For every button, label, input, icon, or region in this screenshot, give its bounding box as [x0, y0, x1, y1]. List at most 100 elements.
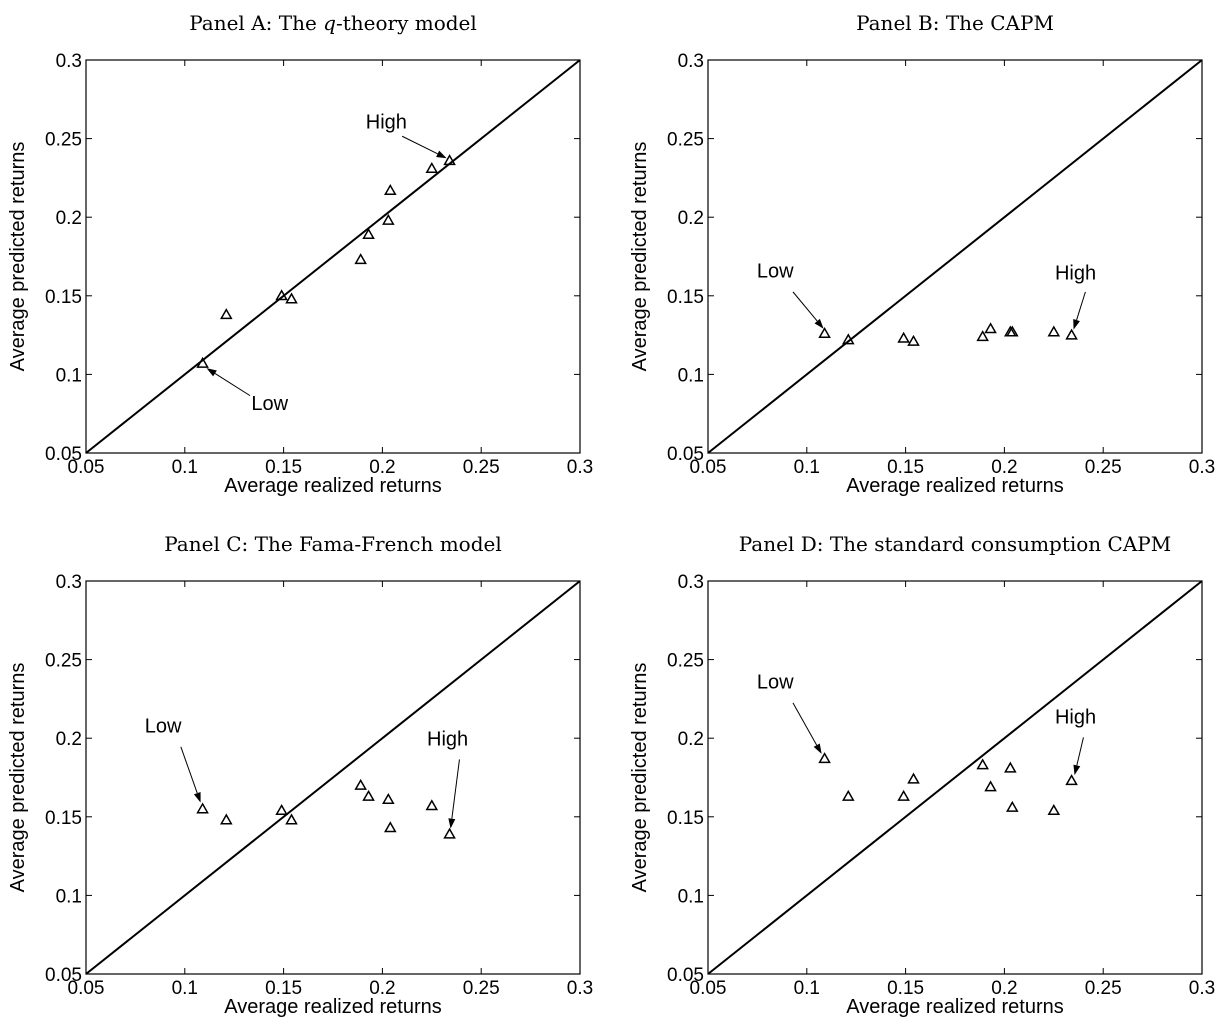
panel-title-prefix: Panel A: The: [189, 11, 323, 35]
panel-title: Panel C: The Fama-French model: [164, 532, 502, 556]
y-tick-label: 0.2: [56, 729, 82, 750]
annotation-arrowhead: [436, 150, 447, 159]
panel-title: Panel B: The CAPM: [856, 11, 1054, 35]
annotation-arrow: [451, 759, 460, 819]
data-point: [897, 331, 910, 343]
y-tick-label: 0.15: [45, 287, 82, 308]
x-tick-label: 0.1: [794, 978, 820, 999]
x-tick-label: 0.05: [68, 978, 105, 999]
y-tick-label: 0.2: [678, 208, 704, 229]
annotation-low-label: Low: [145, 716, 182, 738]
data-point: [907, 334, 920, 346]
panel-title: Panel D: The standard consumption CAPM: [739, 532, 1171, 556]
plot-frame: [707, 580, 1203, 975]
data-point: [220, 813, 233, 825]
annotation-arrow: [792, 291, 818, 322]
panel-c: Panel C: The Fama-French model 0.05 0.1 0.1…: [7, 532, 593, 1018]
data-point: [354, 778, 367, 790]
x-tick-label: 0.15: [887, 978, 924, 999]
panel-title-suffix: -theory model: [336, 11, 477, 35]
x-tick-label: 0.25: [1085, 978, 1122, 999]
annotation-arrowhead: [448, 818, 456, 829]
data-point: [984, 780, 997, 792]
y-tick-label: 0.3: [678, 51, 704, 72]
data-point: [1065, 328, 1078, 340]
data-point: [984, 322, 997, 334]
reference-line-45: [707, 59, 1203, 454]
x-tick-label: 0.1: [172, 457, 198, 478]
x-tick-label: 0.3: [567, 457, 593, 478]
data-point: [425, 799, 439, 811]
data-point: [354, 253, 367, 265]
y-tick-label: 0.25: [45, 130, 82, 151]
x-axis-label: Average realized returns: [224, 996, 442, 1018]
x-tick-label: 0.25: [463, 978, 500, 999]
y-tick-label: 0.05: [667, 965, 704, 986]
annotation-arrow: [792, 702, 818, 746]
data-point: [976, 330, 989, 342]
y-tick-label: 0.15: [667, 808, 704, 829]
data-point: [1006, 800, 1019, 812]
y-tick-label: 0.05: [45, 444, 82, 465]
y-axis-label: Average predicted returns: [629, 142, 651, 372]
panel-b: Panel B: The CAPM 0.05 0.1 0.15 0.2 0.25 0.3 0.…: [629, 11, 1215, 497]
y-tick-label: 0.05: [667, 444, 704, 465]
data-point: [275, 804, 288, 816]
y-axis-label: Average predicted returns: [7, 663, 29, 893]
data-point: [1004, 761, 1017, 773]
y-tick-label: 0.25: [45, 651, 82, 672]
panel-title-prefix: Panel B: The CAPM: [856, 11, 1054, 35]
annotation-high-label: High: [1055, 262, 1096, 284]
data-point: [382, 213, 395, 225]
data-point: [1047, 325, 1061, 337]
y-tick-label: 0.3: [678, 572, 704, 593]
y-tick-label: 0.1: [56, 365, 82, 386]
annotation-arrow: [180, 746, 198, 794]
y-axis-label: Average predicted returns: [7, 142, 29, 372]
reference-line-45: [707, 580, 1203, 975]
data-point: [443, 154, 456, 166]
data-point: [425, 161, 439, 173]
x-tick-label: 0.05: [68, 457, 105, 478]
panel-d: Panel D: The standard consumption CAPM 0.…: [629, 532, 1215, 1018]
data-point: [220, 308, 233, 320]
panel-a: Panel A: The q-theory model 0.05 0.1 0.15 0.…: [7, 11, 593, 497]
x-axis-label: Average realized returns: [846, 475, 1064, 497]
annotation-arrow: [1076, 291, 1086, 321]
panel-title-prefix: Panel C: The Fama-French model: [164, 532, 502, 556]
annotation-arrowhead: [1073, 764, 1081, 776]
annotation-arrowhead: [813, 743, 822, 754]
x-tick-label: 0.05: [690, 978, 727, 999]
annotation-low-label: Low: [757, 261, 794, 283]
x-tick-label: 0.15: [265, 978, 302, 999]
x-tick-label: 0.25: [463, 457, 500, 478]
annotation-arrow: [401, 135, 438, 155]
y-tick-label: 0.1: [56, 886, 82, 907]
y-tick-label: 0.1: [678, 365, 704, 386]
x-tick-label: 0.3: [1189, 457, 1215, 478]
y-tick-label: 0.2: [56, 208, 82, 229]
annotation-arrow: [214, 373, 251, 397]
y-tick-label: 0.2: [678, 729, 704, 750]
data-point: [362, 789, 375, 801]
y-tick-label: 0.15: [667, 287, 704, 308]
data-point: [818, 752, 831, 764]
data-point: [976, 758, 989, 770]
data-point: [443, 827, 456, 839]
y-axis-label: Average predicted returns: [629, 663, 651, 893]
panel-title: Panel A: The q-theory model: [189, 11, 477, 35]
annotation-high-label: High: [427, 728, 468, 750]
y-tick-label: 0.15: [45, 808, 82, 829]
panel-title-prefix: Panel D: The standard consumption CAPM: [739, 532, 1171, 556]
data-point: [196, 356, 209, 368]
annotation-arrowhead: [814, 318, 824, 329]
x-tick-label: 0.2: [369, 457, 395, 478]
x-tick-label: 0.1: [172, 978, 198, 999]
plot-frame: [85, 580, 581, 975]
annotation-arrowhead: [193, 792, 201, 803]
annotation-high-label: High: [366, 111, 407, 133]
data-point: [275, 289, 288, 301]
y-tick-label: 0.05: [45, 965, 82, 986]
annotation-arrow: [1076, 737, 1084, 766]
